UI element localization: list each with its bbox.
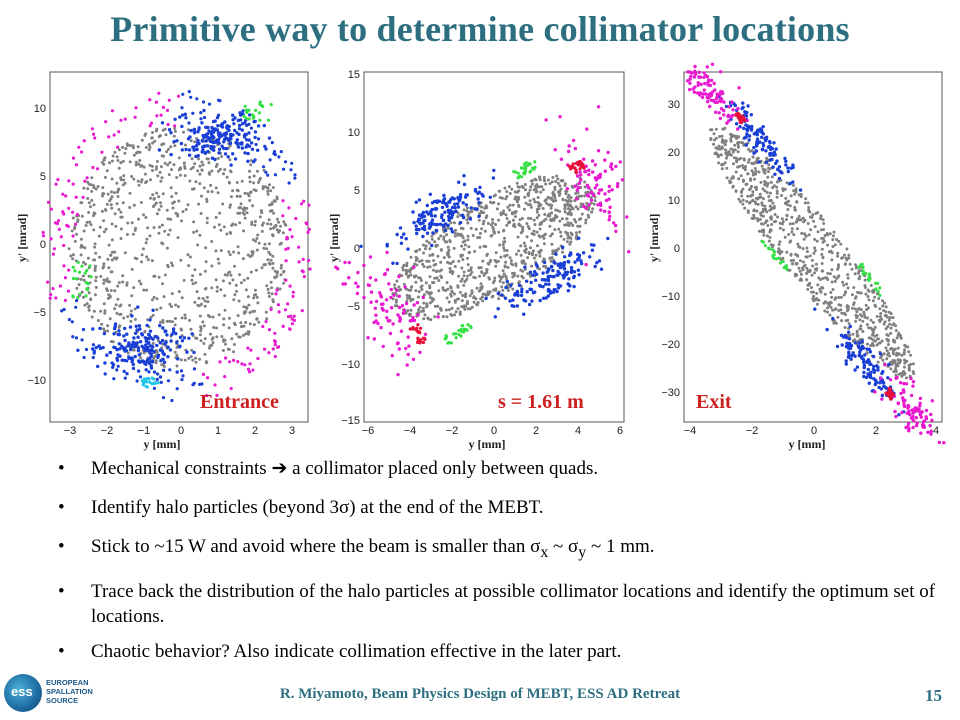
bullet-dot-icon: • bbox=[58, 536, 65, 557]
svg-text:−6: −6 bbox=[362, 425, 375, 437]
y-tick-labels: 10 5 0 −5 −10 bbox=[27, 103, 46, 387]
y-axis-label: y' [mrad] bbox=[327, 214, 341, 262]
svg-text:−3: −3 bbox=[64, 425, 77, 437]
svg-text:30: 30 bbox=[668, 99, 680, 111]
svg-text:3: 3 bbox=[289, 425, 295, 437]
plot-location-label: Exit bbox=[696, 391, 732, 413]
svg-text:0: 0 bbox=[674, 243, 680, 255]
bullet-dot-icon: • bbox=[58, 458, 65, 479]
plot-frame bbox=[363, 71, 625, 423]
svg-text:−2: −2 bbox=[746, 425, 759, 437]
plot-location-label: Entrance bbox=[200, 391, 279, 413]
y-tick-labels: 15 10 5 0 −5 −10 −15 bbox=[341, 69, 360, 427]
svg-text:0: 0 bbox=[354, 243, 360, 255]
svg-text:10: 10 bbox=[348, 127, 360, 139]
phase-space-plot-entrance: y' [mrad] y [mm] 10 5 0 −5 −10 −3 −2 −1 … bbox=[12, 62, 312, 452]
ess-logo-icon: ess bbox=[4, 674, 42, 712]
svg-text:10: 10 bbox=[668, 195, 680, 207]
bullet-item: • Trace back the distribution of the hal… bbox=[58, 580, 936, 627]
x-axis-label: y [mm] bbox=[789, 437, 826, 451]
svg-text:10: 10 bbox=[34, 103, 46, 115]
svg-text:6: 6 bbox=[617, 425, 623, 437]
svg-text:−4: −4 bbox=[684, 425, 697, 437]
right-arrow-icon: ➔ bbox=[271, 458, 288, 479]
plot-frame bbox=[683, 71, 943, 423]
svg-text:2: 2 bbox=[873, 425, 879, 437]
bullet-dot-icon: • bbox=[58, 497, 65, 518]
bullet-item: • Chaotic behavior? Also indicate collim… bbox=[58, 640, 622, 662]
y-axis-label: y' [mrad] bbox=[15, 214, 29, 262]
svg-text:2: 2 bbox=[533, 425, 539, 437]
svg-text:−2: −2 bbox=[101, 425, 114, 437]
svg-text:15: 15 bbox=[348, 69, 360, 81]
svg-text:−15: −15 bbox=[341, 415, 360, 427]
plot-location-label: s = 1.61 m bbox=[498, 391, 584, 413]
svg-text:−4: −4 bbox=[404, 425, 417, 437]
svg-text:−10: −10 bbox=[341, 359, 360, 371]
bullet-item: • Mechanical constraints ➔ a collimator … bbox=[58, 458, 599, 479]
slide-title: Primitive way to determine collimator lo… bbox=[110, 9, 850, 49]
particle-cloud bbox=[334, 105, 631, 377]
svg-text:4: 4 bbox=[933, 425, 939, 437]
svg-text:−10: −10 bbox=[27, 375, 46, 387]
svg-text:−1: −1 bbox=[138, 425, 151, 437]
svg-text:−30: −30 bbox=[661, 387, 680, 399]
ess-logo-text: EUROPEAN SPALLATION SOURCE bbox=[46, 678, 93, 705]
y-tick-labels: 30 20 10 0 −10 −20 −30 bbox=[661, 99, 680, 399]
svg-text:0: 0 bbox=[40, 239, 46, 251]
slide-footer: R. Miyamoto, Beam Physics Design of MEBT… bbox=[279, 686, 681, 702]
svg-text:−10: −10 bbox=[661, 291, 680, 303]
bullet-dot-icon: • bbox=[58, 580, 65, 602]
particle-cloud bbox=[685, 62, 946, 445]
x-tick-labels: −3 −2 −1 0 1 2 3 bbox=[64, 425, 295, 437]
svg-text:−5: −5 bbox=[347, 301, 360, 313]
svg-text:−20: −20 bbox=[661, 339, 680, 351]
plot-frame bbox=[49, 71, 309, 423]
svg-text:2: 2 bbox=[252, 425, 258, 437]
svg-text:4: 4 bbox=[575, 425, 581, 437]
phase-space-plot-exit: y' [mrad] y [mm] 30 20 10 0 −10 −20 −30 … bbox=[642, 62, 948, 452]
page-number: 15 bbox=[925, 686, 942, 705]
svg-text:5: 5 bbox=[40, 171, 46, 183]
phase-space-plot-middle: y' [mrad] y [mm] 15 10 5 0 −5 −10 −15 −6… bbox=[322, 62, 632, 452]
x-tick-labels: −4 −2 0 2 4 bbox=[684, 425, 939, 437]
bullet-item: • Identify halo particles (beyond 3σ) at… bbox=[58, 497, 544, 518]
particle-cloud bbox=[41, 90, 312, 403]
svg-text:0: 0 bbox=[491, 425, 497, 437]
x-axis-label: y [mm] bbox=[469, 437, 506, 451]
x-tick-labels: −6 −4 −2 0 2 4 6 bbox=[362, 425, 623, 437]
bullet-list: • Mechanical constraints ➔ a collimator … bbox=[58, 456, 948, 678]
svg-text:−2: −2 bbox=[446, 425, 459, 437]
svg-text:5: 5 bbox=[354, 185, 360, 197]
y-axis-label: y' [mrad] bbox=[647, 214, 661, 262]
x-axis-label: y [mm] bbox=[144, 437, 181, 451]
svg-text:1: 1 bbox=[215, 425, 221, 437]
ess-logo: ess EUROPEAN SPALLATION SOURCE bbox=[4, 672, 104, 718]
svg-text:0: 0 bbox=[811, 425, 817, 437]
svg-text:20: 20 bbox=[668, 147, 680, 159]
bullet-dot-icon: • bbox=[58, 640, 65, 662]
bullet-item: • Stick to ~15 W and avoid where the bea… bbox=[58, 536, 655, 561]
svg-text:−5: −5 bbox=[33, 307, 46, 319]
svg-text:0: 0 bbox=[178, 425, 184, 437]
